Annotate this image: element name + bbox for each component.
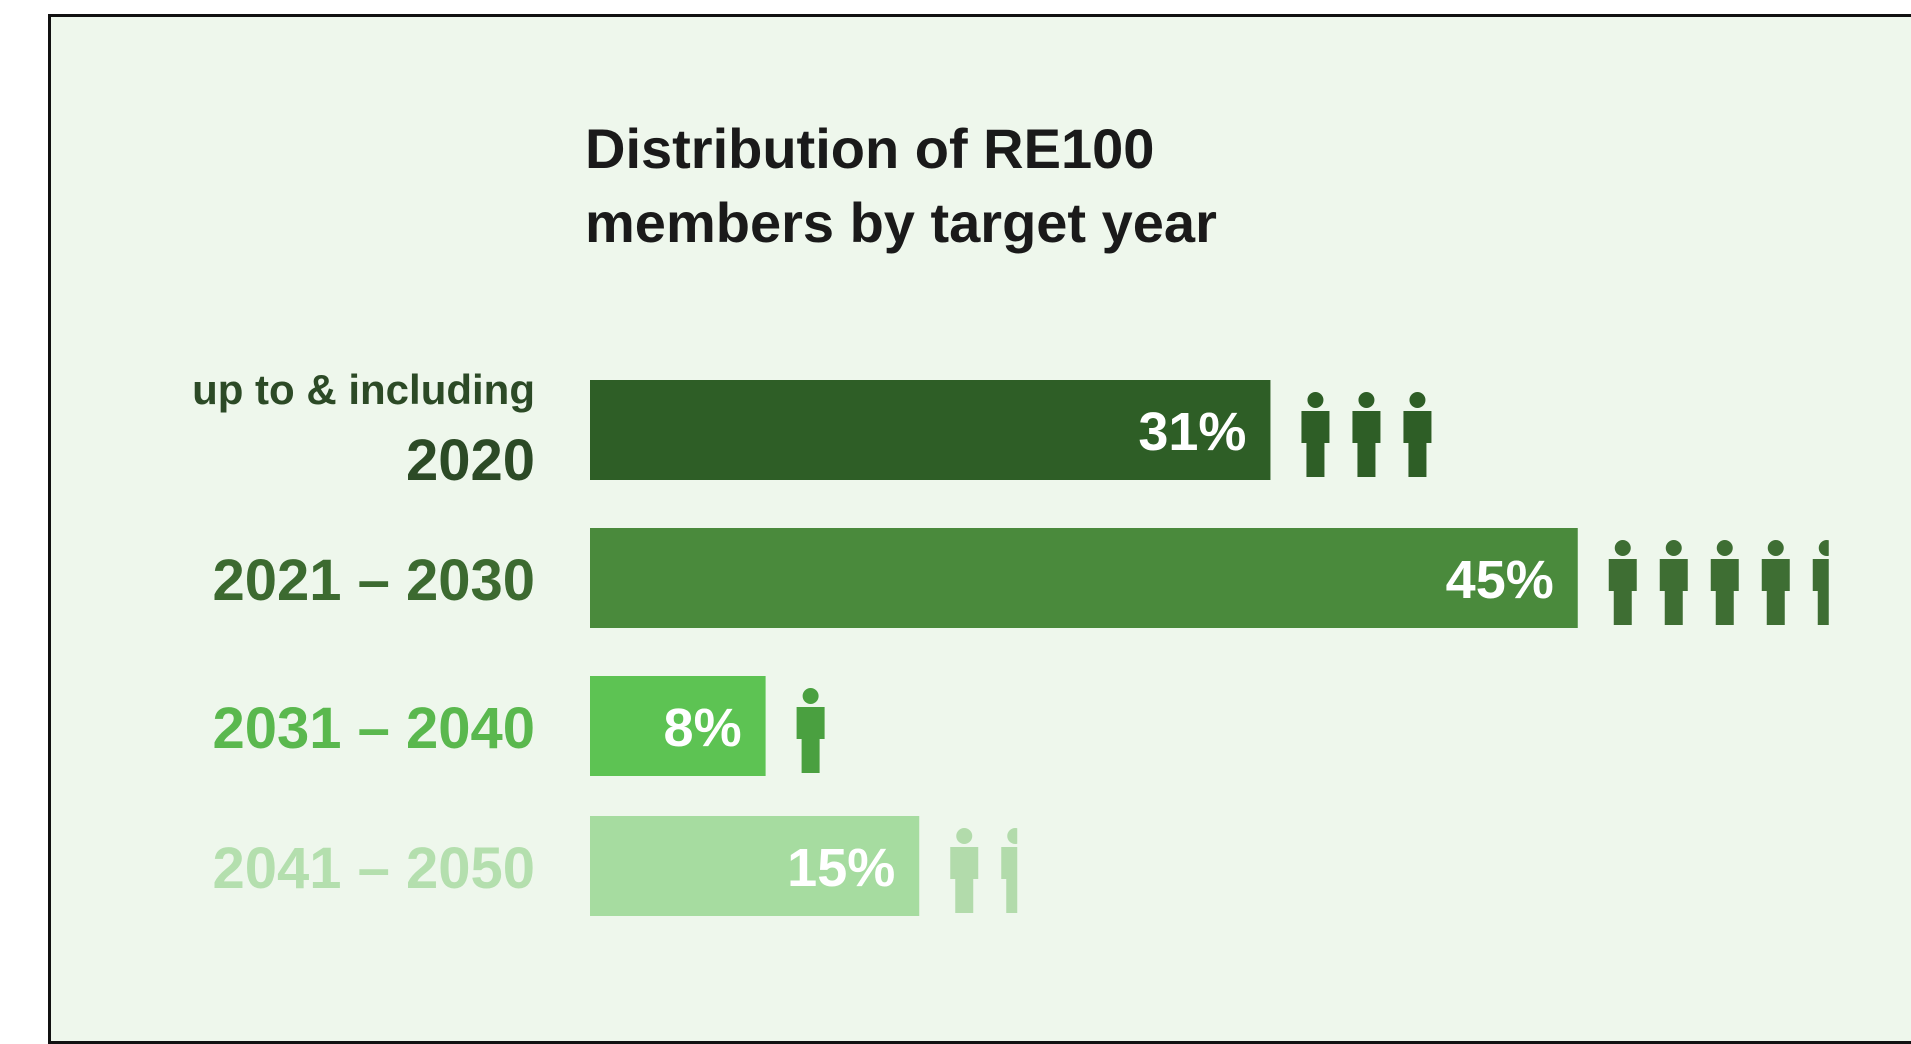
category-label: up to & including <box>192 366 535 413</box>
category-label: 2031 – 2040 <box>212 696 535 761</box>
bar-value-label: 31% <box>1138 402 1246 462</box>
person-icon <box>1301 392 1330 477</box>
category-label: 2041 – 2050 <box>212 836 535 901</box>
person-icon <box>1001 828 1018 913</box>
bar-value-label: 45% <box>1446 550 1554 610</box>
person-icon-group <box>1301 392 1432 477</box>
person-icon <box>1812 540 1829 625</box>
person-icon <box>1761 540 1790 625</box>
person-icon-group <box>950 828 1018 913</box>
bar <box>590 528 1578 628</box>
bar <box>590 816 920 916</box>
person-icon <box>1659 540 1688 625</box>
chart-title-line-1: Distribution of RE100 <box>585 117 1155 180</box>
bar-value-label: 8% <box>664 698 742 758</box>
person-icon <box>796 688 825 773</box>
bar <box>590 380 1271 480</box>
person-icon <box>1352 392 1381 477</box>
bar-value-label: 15% <box>787 838 895 898</box>
person-icon <box>1608 540 1637 625</box>
person-icon <box>950 828 979 913</box>
chart-title: Distribution of RE100 members by target … <box>585 112 1217 260</box>
category-label: 2021 – 2030 <box>212 548 535 613</box>
person-icon <box>1710 540 1739 625</box>
chart-title-line-2: members by target year <box>585 191 1217 254</box>
person-icon-group <box>796 688 825 773</box>
category-label: 2020 <box>406 428 535 493</box>
person-icon <box>1403 392 1432 477</box>
person-icon-group <box>1608 540 1829 625</box>
bar <box>590 676 766 776</box>
